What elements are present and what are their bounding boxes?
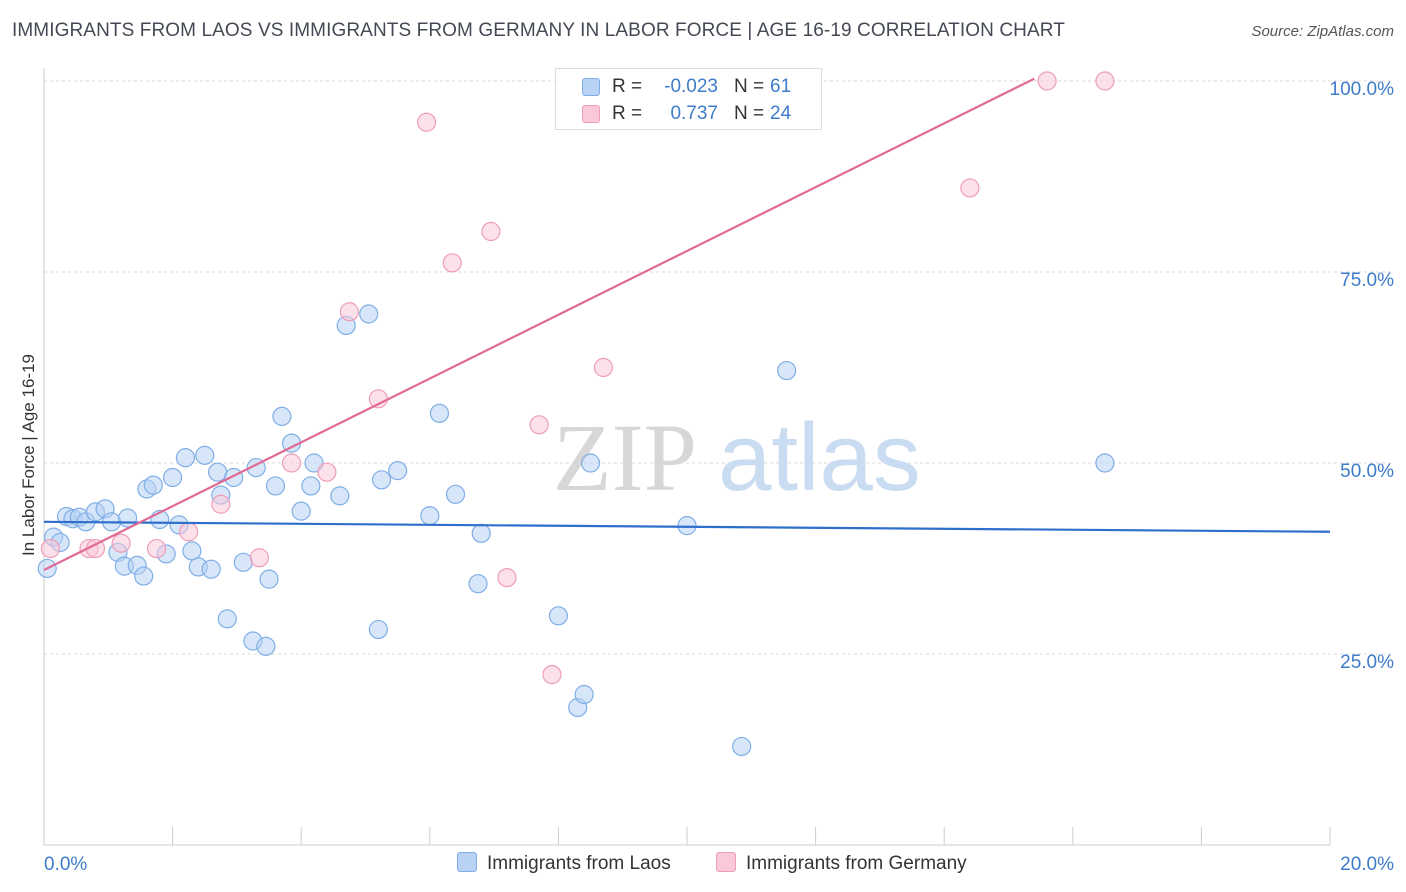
axes (43, 68, 1331, 846)
point-laos (574, 684, 594, 705)
legend-swatch-laos (582, 78, 600, 96)
legend-label-germany: Immigrants from Germany (746, 853, 967, 874)
point-laos (1095, 453, 1115, 473)
point-laos (420, 506, 440, 526)
x-tick-max: 20.0% (1340, 854, 1394, 875)
y-tick-label: 75.0% (1340, 270, 1394, 291)
series-germany-points (40, 71, 1115, 685)
point-germany (1037, 71, 1057, 91)
point-laos (201, 559, 221, 579)
point-germany (339, 302, 360, 322)
point-laos (233, 552, 253, 572)
legend-r-label: R = (612, 76, 643, 97)
legend-n-value-germany: 24 (770, 103, 792, 124)
point-germany (542, 665, 562, 685)
legend-r-value-laos: -0.023 (664, 76, 718, 97)
point-laos (256, 636, 276, 656)
legend-swatch-laos (457, 852, 477, 872)
point-laos (732, 736, 752, 757)
point-laos (301, 476, 321, 496)
point-laos (548, 606, 569, 626)
point-germany (497, 567, 517, 588)
point-germany (146, 538, 167, 559)
point-laos (368, 619, 388, 640)
trend-line-laos (43, 520, 1331, 533)
legend-r-value-germany: 0.737 (670, 103, 718, 124)
point-laos (388, 461, 408, 481)
legend-row-germany: R = 0.737 N = 24 (556, 101, 821, 127)
point-laos (208, 462, 228, 482)
y-tick-label: 50.0% (1340, 461, 1394, 482)
legend-swatch-germany (716, 852, 736, 872)
y-tick-label: 25.0% (1340, 652, 1394, 673)
point-germany (529, 415, 549, 435)
point-laos (217, 609, 237, 629)
point-germany (211, 494, 231, 514)
legend-n-label: N = (734, 76, 765, 97)
point-germany (249, 548, 270, 568)
point-laos (468, 574, 488, 594)
point-laos (580, 453, 601, 473)
trend-lines (43, 77, 1331, 571)
source-credit: Source: ZipAtlas.com (1251, 23, 1394, 40)
point-laos (224, 467, 244, 488)
point-germany (442, 253, 462, 273)
legend-r-label: R = (612, 103, 643, 124)
watermark: ZIP atlas (553, 404, 921, 511)
x-tick-labels: 0.0% 20.0% (44, 854, 1394, 875)
legend-swatch-germany (582, 105, 600, 123)
point-germany (1095, 71, 1115, 91)
point-laos (134, 566, 154, 586)
point-laos (445, 484, 466, 504)
point-laos (259, 569, 279, 589)
y-tick-label: 100.0% (1330, 79, 1395, 100)
legend-label-laos: Immigrants from Laos (487, 853, 671, 874)
point-germany (281, 453, 302, 473)
point-laos (371, 470, 392, 490)
point-germany (593, 357, 614, 378)
legend-item-laos[interactable]: Immigrants from Laos (457, 852, 671, 875)
legend-item-germany[interactable]: Immigrants from Germany (716, 852, 967, 875)
series-laos-points (37, 304, 1115, 757)
chart-title: IMMIGRANTS FROM LAOS VS IMMIGRANTS FROM … (12, 20, 1065, 41)
point-laos (471, 523, 491, 543)
point-laos (265, 476, 286, 496)
point-laos (175, 448, 196, 468)
stats-legend: R = -0.023 N = 61 R = 0.737 N = 24 (555, 68, 822, 130)
legend-row-laos: R = -0.023 N = 61 (556, 74, 821, 100)
point-germany (481, 221, 501, 242)
point-germany (40, 538, 61, 559)
watermark-atlas: atlas (718, 404, 921, 511)
y-tick-labels: 25.0% 50.0% 75.0% 100.0% (1330, 79, 1395, 673)
point-germany (317, 462, 337, 482)
point-laos (143, 475, 163, 495)
point-germany (960, 178, 980, 198)
point-laos (330, 486, 350, 506)
point-laos (429, 403, 450, 423)
point-laos (359, 304, 379, 324)
point-germany (179, 522, 199, 542)
point-germany (416, 112, 437, 132)
x-tick-min: 0.0% (44, 854, 87, 875)
point-laos (272, 406, 292, 426)
legend-n-label: N = (734, 103, 765, 124)
point-laos (291, 501, 311, 521)
legend-n-value-laos: 61 (770, 76, 792, 97)
point-laos (163, 467, 183, 488)
point-germany (111, 533, 131, 553)
y-axis-label: In Labor Force | Age 16-19 (19, 354, 38, 556)
watermark-zip: ZIP (553, 404, 697, 511)
point-laos (195, 445, 215, 465)
trend-line-germany (43, 77, 1035, 571)
point-laos (777, 360, 797, 381)
point-laos (182, 541, 202, 561)
